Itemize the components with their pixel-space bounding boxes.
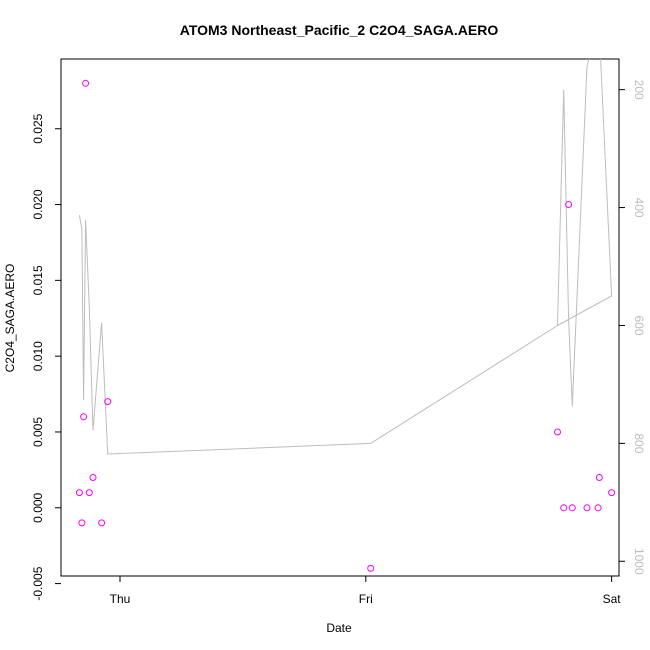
data-point-14 [594, 504, 602, 512]
y-tick-label-2: 0.005 [31, 417, 45, 447]
data-points [75, 79, 616, 572]
data-point-13 [583, 504, 591, 512]
x-axis: Thu Fri Sat [110, 576, 622, 606]
y-tick-label-5: 0.020 [31, 189, 45, 219]
data-point-15 [595, 474, 603, 481]
y-tick-label-0: -0.005 [31, 566, 45, 600]
x-tick-label-0: Thu [110, 592, 131, 606]
data-point-3 [82, 79, 90, 87]
secondary-series-line [78, 59, 613, 455]
y2-tick-label-2: 600 [632, 315, 646, 335]
data-point-1 [78, 519, 86, 527]
plot-frame [60, 58, 620, 577]
data-point-8 [367, 564, 375, 572]
y-tick-label-4: 0.015 [31, 265, 45, 295]
secondary-line-series [78, 59, 613, 455]
right-axis: 200 400 600 800 1000 [619, 80, 646, 575]
data-point-11 [565, 201, 573, 208]
y-tick-label-6: 0.025 [31, 113, 45, 143]
x-tick-label-2: Sat [603, 592, 622, 606]
data-point-0 [75, 489, 83, 497]
data-point-12 [568, 504, 576, 512]
y2-tick-label-4: 1000 [632, 548, 646, 575]
y-tick-label-3: 0.010 [31, 341, 45, 371]
data-point-2 [80, 413, 88, 421]
data-point-16 [608, 489, 616, 497]
data-point-9 [554, 428, 561, 436]
data-point-4 [85, 489, 93, 497]
x-tick-label-1: Fri [359, 592, 373, 606]
x-axis-label: Date [326, 621, 352, 635]
data-point-10 [560, 504, 568, 512]
data-point-6 [98, 519, 106, 527]
data-point-7 [104, 398, 112, 406]
y-axis: -0.005 0.000 0.005 0.010 0.015 0.020 0.025 [31, 113, 61, 601]
y2-tick-label-1: 400 [632, 198, 646, 218]
chart-title: ATOM3 Northeast_Pacific_2 C2O4_SAGA.AERO [180, 22, 499, 38]
y2-tick-label-0: 200 [632, 80, 646, 100]
y2-tick-label-3: 800 [632, 433, 646, 453]
y-axis-label: C2O4_SAGA.AERO [3, 264, 17, 373]
y-tick-label-1: 0.000 [31, 492, 45, 522]
data-point-5 [89, 474, 97, 481]
